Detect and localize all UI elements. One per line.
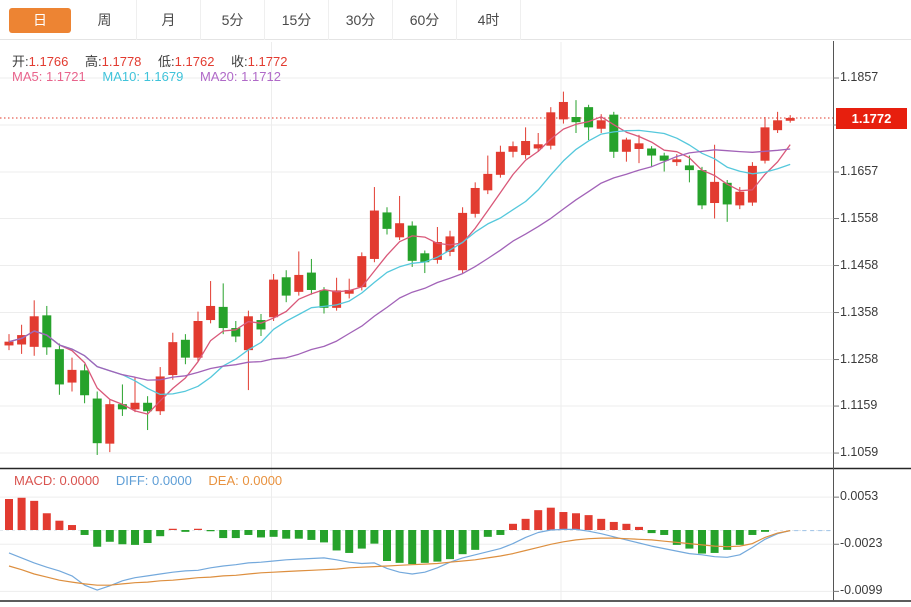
ma10-label: MA10: — [102, 69, 140, 84]
open-value: 1.1766 — [28, 54, 69, 69]
ma5-label: MA5: — [12, 69, 43, 84]
close-label: 收: — [231, 54, 248, 69]
period-tabbar: 日 周 月 5分 15分 30分 60分 4时 — [0, 0, 911, 40]
low-value: 1.1762 — [174, 54, 215, 69]
tab-60min[interactable]: 60分 — [393, 0, 457, 40]
tab-month[interactable]: 月 — [137, 0, 201, 40]
macd-axis-label: 0.0053 — [840, 489, 879, 504]
low-label: 低: — [158, 54, 175, 69]
tab-4hour[interactable]: 4时 — [457, 0, 521, 40]
price-axis-label: 1.1657 — [840, 164, 879, 178]
price-axis-label: 1.1059 — [840, 445, 879, 460]
macd-axis-label: -0.0023 — [840, 536, 883, 551]
ma10-value: 1.1679 — [143, 69, 184, 84]
price-axis-label: 1.1458 — [840, 257, 879, 272]
price-axis-label: 1.1857 — [840, 70, 879, 84]
macd-axis-label: -0.0099 — [840, 583, 883, 598]
price-axis-label: 1.1159 — [840, 398, 878, 413]
last-price-tag: 1.1772 — [836, 108, 907, 129]
dea-value: 0.0000 — [242, 473, 283, 488]
macd-readout: MACD: 0.0000 DIFF: 0.0000 DEA: 0.0000 — [14, 473, 295, 488]
diff-value: 0.0000 — [152, 473, 192, 488]
tab-week[interactable]: 周 — [73, 0, 137, 40]
ma-readout: MA5: 1.1721 MA10: 1.1679 MA20: 1.1712 — [12, 69, 294, 84]
price-axis-label: 1.1558 — [840, 210, 879, 225]
ohlc-readout: 开:1.1766 高:1.1778 低:1.1762 收:1.1772 — [12, 51, 300, 70]
ma20-value: 1.1712 — [241, 69, 281, 84]
high-value: 1.1778 — [101, 54, 142, 69]
macd-value: 0.0000 — [59, 473, 100, 488]
ma20-label: MA20: — [199, 69, 238, 84]
diff-label: DIFF: — [115, 473, 149, 488]
price-axis-label: 1.1358 — [840, 304, 879, 319]
tab-15min[interactable]: 15分 — [265, 0, 329, 40]
tab-5min[interactable]: 5分 — [201, 0, 265, 40]
dea-label: DEA: — [208, 473, 239, 488]
tab-day[interactable]: 日 — [9, 8, 71, 33]
price-axis-label: 1.1258 — [840, 351, 879, 366]
high-label: 高: — [85, 54, 102, 69]
close-value: 1.1772 — [247, 54, 288, 69]
macd-label: MACD: — [14, 473, 56, 488]
open-label: 开: — [12, 54, 29, 69]
ma5-value: 1.1721 — [45, 69, 86, 84]
tab-30min[interactable]: 30分 — [329, 0, 393, 40]
